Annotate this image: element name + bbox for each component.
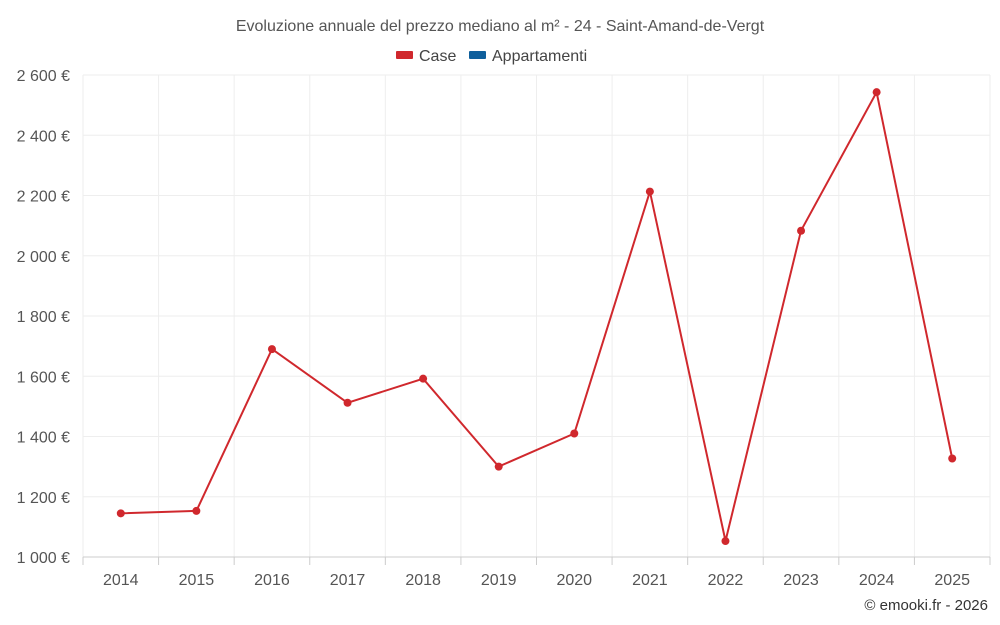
y-tick-label: 2 000 € [17, 249, 70, 266]
data-point[interactable] [343, 398, 352, 407]
grid [82, 74, 991, 558]
legend-item-appartamenti[interactable]: Appartamenti [469, 48, 587, 65]
x-tick-label: 2015 [179, 572, 215, 589]
legend-label: Case [419, 48, 456, 65]
y-tick-label: 2 600 € [17, 68, 70, 85]
y-tick-label: 1 600 € [17, 369, 70, 386]
legend-swatch [396, 51, 413, 59]
legend-label: Appartamenti [492, 48, 587, 65]
series-line-case [120, 91, 954, 542]
x-tick-label: 2024 [859, 572, 895, 589]
data-point[interactable] [872, 88, 881, 97]
x-tick-label: 2019 [481, 572, 517, 589]
data-point[interactable] [267, 345, 276, 354]
x-tick-label: 2016 [254, 572, 290, 589]
data-point[interactable] [797, 226, 806, 235]
x-tick-label: 2021 [632, 572, 668, 589]
y-tick-label: 1 000 € [17, 550, 70, 567]
y-tick-label: 2 400 € [17, 128, 70, 145]
data-point[interactable] [494, 462, 503, 471]
x-tick-label: 2014 [103, 572, 139, 589]
x-tick-label: 2023 [783, 572, 819, 589]
y-tick-label: 1 200 € [17, 490, 70, 507]
data-point[interactable] [645, 187, 654, 196]
axes: 1 000 € 1 200 € 1 400 € 1 600 € 1 800 € 2 000… [17, 68, 991, 589]
x-tick-label: 2017 [330, 572, 366, 589]
legend: Case Appartamenti [396, 48, 587, 65]
series [116, 88, 957, 546]
x-tick-label: 2022 [708, 572, 744, 589]
data-point[interactable] [570, 429, 579, 438]
data-point[interactable] [948, 454, 957, 463]
y-tick-label: 2 200 € [17, 189, 70, 206]
credit: © emooki.fr - 2026 [864, 597, 988, 614]
data-point[interactable] [419, 374, 428, 383]
data-point[interactable] [192, 506, 201, 515]
x-tick-label: 2018 [405, 572, 441, 589]
chart-title: Evoluzione annuale del prezzo mediano al… [236, 18, 765, 35]
legend-item-case[interactable]: Case [396, 48, 456, 65]
x-tick-label: 2020 [556, 572, 592, 589]
x-tick-label: 2025 [934, 572, 970, 589]
y-tick-label: 1 400 € [17, 430, 70, 447]
y-tick-label: 1 800 € [17, 309, 70, 326]
legend-swatch [469, 51, 486, 59]
data-point[interactable] [721, 537, 730, 546]
data-point[interactable] [116, 509, 125, 518]
